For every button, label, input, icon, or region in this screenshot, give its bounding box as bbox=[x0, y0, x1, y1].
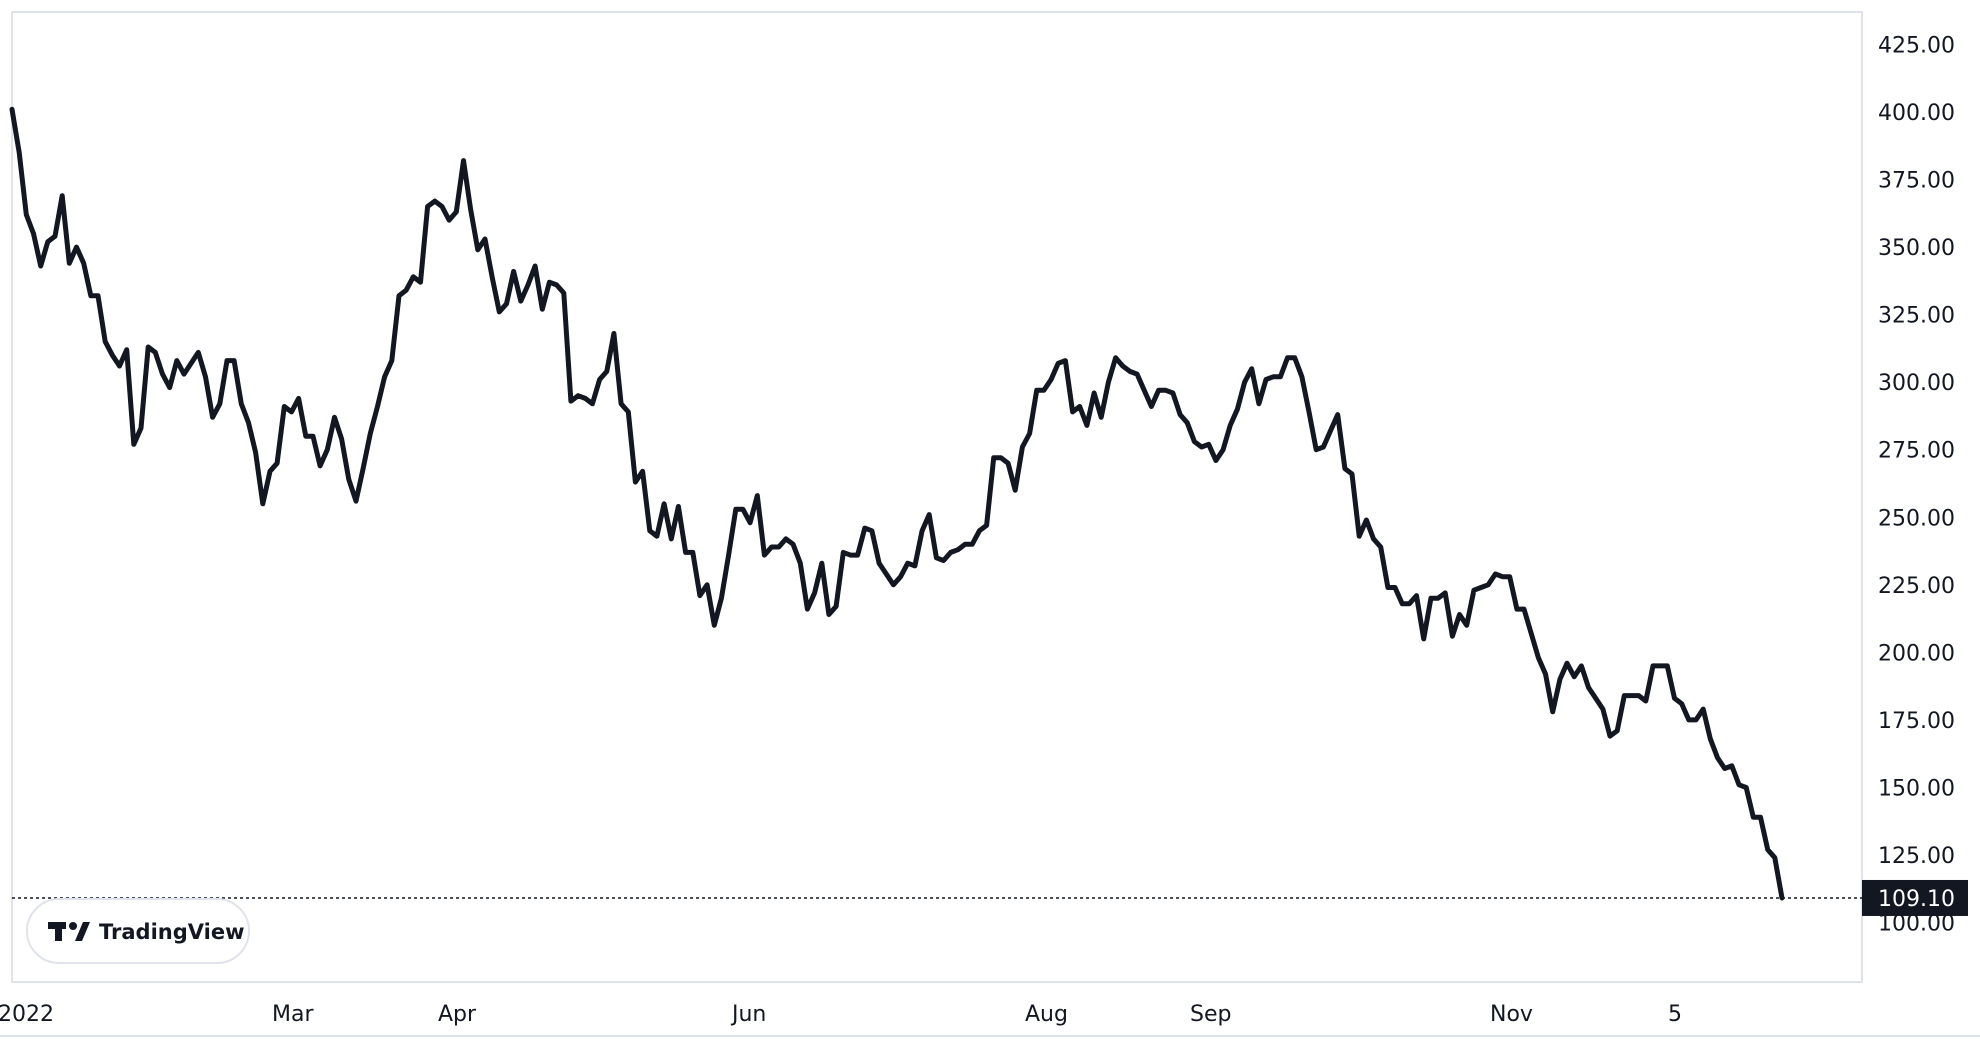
y-axis: 425.00 400.00 375.00 350.00 325.00 300.00 275.… bbox=[1878, 33, 1955, 936]
x-axis: 2022 Mar Apr Jun Aug Sep Nov 5 bbox=[0, 1002, 1682, 1027]
plot-frame bbox=[11, 11, 1863, 983]
x-tick-label: Aug bbox=[1025, 1002, 1068, 1027]
y-tick-label: 175.00 bbox=[1878, 709, 1955, 734]
last-price-badge bbox=[1862, 879, 1968, 916]
x-tick-label: 5 bbox=[1668, 1002, 1682, 1027]
last-price-label: 109.10 bbox=[1878, 887, 1955, 912]
y-tick-label: 275.00 bbox=[1878, 439, 1955, 464]
y-tick-label: 425.00 bbox=[1878, 33, 1955, 58]
y-tick-label: 400.00 bbox=[1878, 101, 1955, 126]
y-tick-label: 200.00 bbox=[1878, 641, 1955, 666]
y-tick-label: 125.00 bbox=[1878, 844, 1955, 869]
y-tick-label: 375.00 bbox=[1878, 169, 1955, 194]
tradingview-icon bbox=[48, 922, 90, 941]
tradingview-logo[interactable]: TradingView bbox=[26, 898, 250, 964]
x-tick-label: Mar bbox=[272, 1002, 314, 1027]
y-tick-label: 350.00 bbox=[1878, 236, 1955, 261]
y-tick-label: 250.00 bbox=[1878, 506, 1955, 531]
logo-pill[interactable] bbox=[26, 898, 250, 964]
x-tick-label: 2022 bbox=[0, 1002, 54, 1027]
x-tick-label: Sep bbox=[1190, 1002, 1231, 1027]
x-tick-label: Apr bbox=[438, 1002, 477, 1027]
series-line bbox=[9, 106, 1785, 901]
y-tick-label: 150.00 bbox=[1878, 776, 1955, 801]
y-tick-label: 300.00 bbox=[1878, 371, 1955, 396]
series-group bbox=[9, 106, 1785, 901]
x-tick-label: Jun bbox=[730, 1002, 766, 1027]
x-tick-label: Nov bbox=[1490, 1002, 1533, 1027]
last-value-group: 109.10 bbox=[12, 879, 1968, 916]
logo-text: TradingView bbox=[99, 920, 244, 944]
y-tick-label: 325.00 bbox=[1878, 304, 1955, 329]
y-tick-label: 225.00 bbox=[1878, 574, 1955, 599]
